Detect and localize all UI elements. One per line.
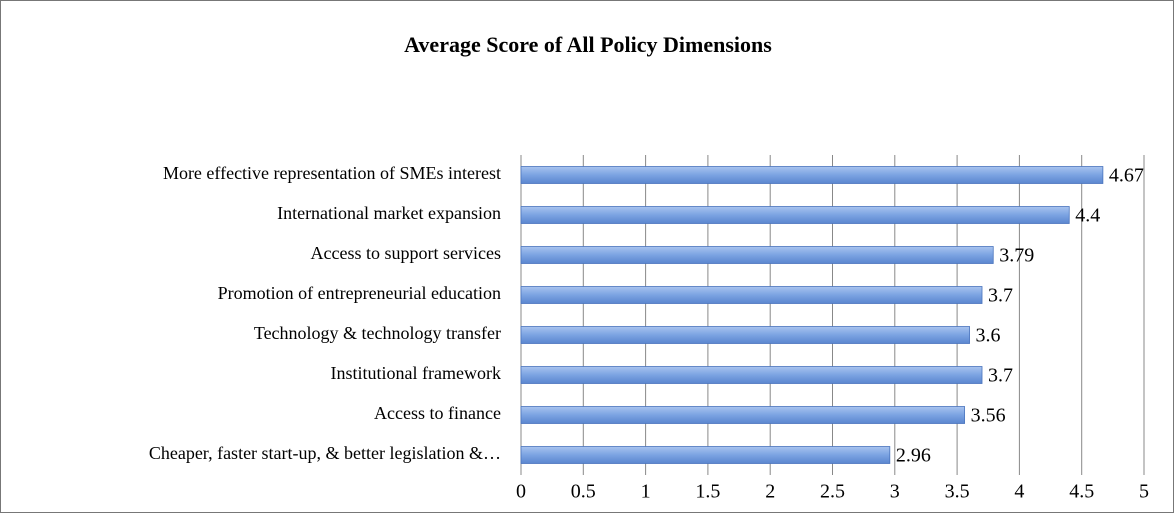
value-label: 3.6 <box>976 325 1001 347</box>
y-tick-label: Institutional framework <box>331 363 501 383</box>
value-label: 4.67 <box>1109 165 1144 187</box>
value-label: 3.7 <box>988 285 1013 307</box>
y-tick-label: Promotion of entrepreneurial education <box>218 283 501 303</box>
bar <box>520 326 970 344</box>
x-tick-label: 5 <box>1139 481 1149 503</box>
x-tick-label: 0.5 <box>571 481 596 503</box>
x-tick-label: 4 <box>1014 481 1024 503</box>
x-tick-label: 1.5 <box>695 481 720 503</box>
y-tick-label: International market expansion <box>277 203 501 223</box>
bar <box>520 166 1104 184</box>
y-tick-label: Access to support services <box>311 243 501 263</box>
x-tick-label: 2.5 <box>820 481 845 503</box>
chart-title: Average Score of All Policy Dimensions <box>404 32 772 57</box>
x-tick-label: 0 <box>516 481 526 503</box>
y-tick-label: Access to finance <box>374 403 501 423</box>
bar <box>520 406 965 424</box>
bar <box>520 206 1070 224</box>
x-tick-label: 1 <box>641 481 651 503</box>
y-tick-label: More effective representation of SMEs in… <box>163 163 501 183</box>
y-tick-label: Technology & technology transfer <box>254 323 501 343</box>
bar <box>520 366 983 384</box>
value-label: 3.7 <box>988 365 1013 387</box>
value-label: 4.4 <box>1075 205 1100 227</box>
y-tick-label: Cheaper, faster start-up, & better legis… <box>149 443 501 463</box>
x-tick-label: 3.5 <box>945 481 970 503</box>
value-label: 3.79 <box>999 245 1034 267</box>
bar <box>520 446 891 464</box>
bar <box>520 246 994 264</box>
x-tick-label: 3 <box>890 481 900 503</box>
x-tick-label: 4.5 <box>1069 481 1094 503</box>
value-label: 3.56 <box>971 405 1006 427</box>
bar <box>520 286 983 304</box>
x-tick-label: 2 <box>765 481 775 503</box>
value-label: 2.96 <box>896 445 931 467</box>
